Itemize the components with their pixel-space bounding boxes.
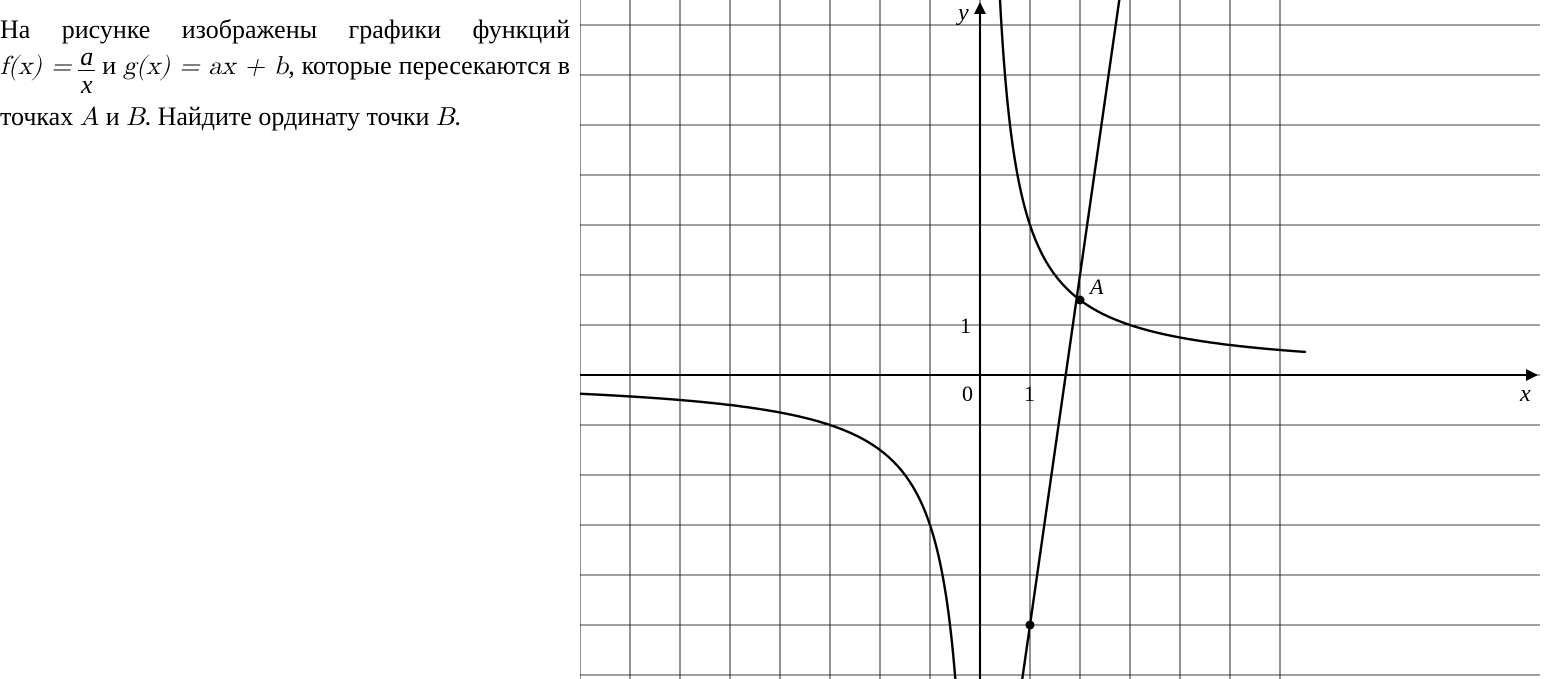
fraction: a x	[78, 43, 95, 99]
text-part: На рисунке изображены графики	[0, 15, 441, 44]
A-label: A	[80, 105, 100, 131]
text-part: функций	[473, 15, 571, 44]
svg-text:0: 0	[962, 381, 973, 406]
svg-text:1: 1	[960, 313, 971, 338]
svg-text:A: A	[1088, 274, 1104, 299]
g-expr: g(x) = ax + b	[123, 54, 288, 80]
f-lhs: f(x) =	[0, 54, 71, 80]
frac-num: a	[78, 43, 95, 70]
B-label-2: B	[436, 105, 454, 131]
B-label: B	[126, 105, 144, 131]
svg-text:1: 1	[1024, 381, 1035, 406]
math-plot: y x 0 1 1 A	[580, 0, 1540, 679]
text-part: , которые	[288, 51, 391, 80]
text-part: . Найдите	[145, 102, 252, 131]
text-part: ординату точки	[258, 102, 429, 131]
chart-container: y x 0 1 1 A	[570, 0, 1550, 679]
text-part: и	[106, 102, 120, 131]
svg-text:x: x	[1519, 381, 1531, 407]
text-part: и	[102, 51, 116, 80]
text-part: .	[454, 102, 461, 131]
frac-den: x	[78, 70, 95, 98]
problem-text: На рисунке изображены графики функций f(…	[0, 0, 570, 679]
svg-text:y: y	[956, 0, 969, 26]
